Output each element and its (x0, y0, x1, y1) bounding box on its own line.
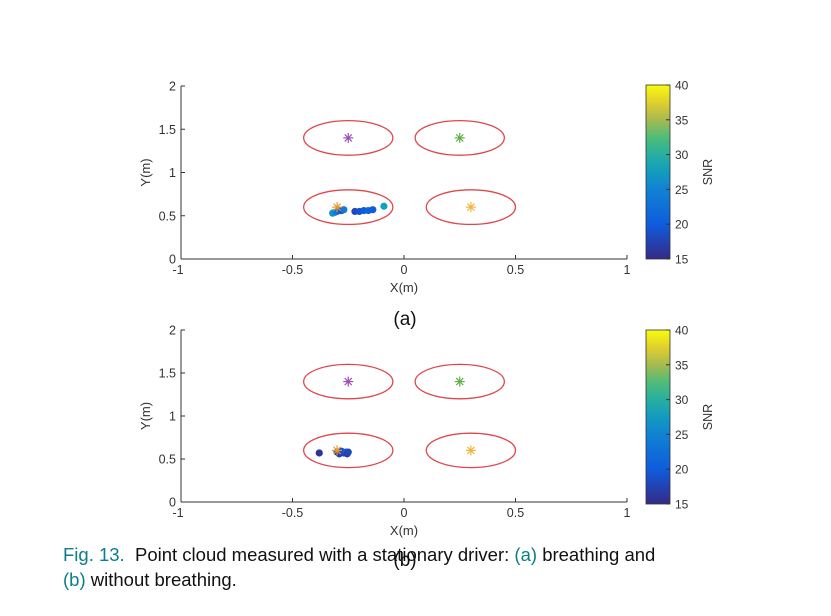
y-tick-label: 0 (169, 253, 176, 267)
caption-text-2: breathing and (542, 544, 656, 565)
x-tick-label: -1 (172, 263, 183, 277)
y-tick-label: 1.5 (159, 123, 176, 137)
region-ellipse (302, 189, 394, 226)
caption-sub-a: (a) (514, 544, 538, 565)
colorbar-tick-label: 20 (675, 218, 689, 232)
region-ellipse (425, 189, 517, 226)
region-ellipse (302, 119, 394, 156)
x-axis-label: X(m) (390, 523, 418, 538)
data-point (315, 449, 323, 457)
region-ellipse (425, 432, 517, 469)
data-point (380, 202, 388, 210)
data-point (340, 206, 348, 214)
x-tick-label: -1 (172, 506, 183, 520)
x-tick-label: 0.5 (507, 506, 524, 520)
colorbar-tick-label: 40 (675, 79, 689, 93)
y-tick-label: 1.5 (159, 367, 176, 381)
panel-label: (a) (393, 309, 416, 330)
panel-label: (b) (393, 550, 416, 571)
region-ellipse (302, 363, 394, 400)
x-tick-label: 1 (624, 263, 631, 277)
caption-text-3: without breathing. (90, 569, 237, 590)
colorbar-tick-label: 30 (675, 148, 689, 162)
y-tick-label: 0.5 (159, 209, 176, 223)
target-marker (332, 445, 343, 456)
target-marker (454, 376, 465, 387)
region-ellipse (414, 119, 505, 156)
colorbar (645, 84, 671, 260)
colorbar-tick-label: 30 (675, 393, 689, 407)
colorbar-tick-label: 25 (675, 183, 689, 197)
caption-fig-label: Fig. 13. (63, 544, 125, 565)
x-tick-label: -0.5 (282, 263, 304, 277)
caption-sub-b: (b) (63, 569, 86, 590)
data-point (369, 206, 377, 214)
colorbar-tick-label: 15 (675, 498, 689, 512)
x-tick-label: 0 (401, 506, 408, 520)
y-axis-label: Y(m) (138, 158, 153, 186)
panel-a: -1 -0.5 0 0.5 1 0 0.5 1 1.5 2 X(m) Y(m) (a) 15 20 25 30 3… (138, 79, 715, 331)
panel-b: -1 -0.5 0 0.5 1 0 0.5 1 1.5 2 X(m) Y(m) (b) 15 20 25 30 3… (138, 324, 715, 572)
x-tick-label: 0.5 (507, 263, 524, 277)
y-tick-label: 2 (169, 324, 176, 338)
x-axis-label: X(m) (390, 280, 418, 295)
colorbar-tick-label: 35 (675, 358, 689, 372)
colorbar-tick-label: 15 (675, 253, 689, 267)
y-tick-label: 1 (169, 166, 176, 180)
colorbar (645, 329, 671, 505)
target-marker (465, 202, 476, 213)
region-ellipse (414, 363, 505, 400)
figure-caption: Fig. 13. Point cloud measured with a sta… (63, 542, 803, 592)
region-ellipse (302, 432, 394, 469)
y-tick-label: 2 (169, 80, 176, 94)
y-tick-label: 1 (169, 410, 176, 424)
target-marker-stroke (344, 377, 353, 386)
target-marker-stroke (333, 446, 342, 455)
y-axis-label: Y(m) (138, 402, 153, 430)
y-tick-label: 0.5 (159, 453, 176, 467)
target-marker (454, 132, 465, 143)
target-marker (343, 132, 354, 143)
colorbar-label: SNR (701, 404, 715, 430)
target-marker (465, 445, 476, 456)
target-marker (332, 202, 343, 213)
colorbar-tick-label: 35 (675, 113, 689, 127)
target-marker (343, 376, 354, 387)
target-marker-stroke (333, 203, 342, 212)
x-tick-label: -0.5 (282, 506, 304, 520)
target-marker-stroke (466, 446, 475, 455)
y-tick-label: 0 (169, 496, 176, 510)
data-point (344, 448, 352, 456)
target-marker-stroke (344, 133, 353, 142)
colorbar-tick-label: 25 (675, 428, 689, 442)
caption-text-1: Point cloud measured with a stationary d… (134, 544, 510, 565)
colorbar-label: SNR (701, 159, 715, 185)
colorbar-tick-label: 40 (675, 324, 689, 338)
x-tick-label: 0 (401, 263, 408, 277)
colorbar-tick-label: 20 (675, 463, 689, 477)
target-marker-stroke (466, 203, 475, 212)
target-marker-stroke (455, 377, 464, 386)
x-tick-label: 1 (624, 506, 631, 520)
target-marker-stroke (455, 133, 464, 142)
